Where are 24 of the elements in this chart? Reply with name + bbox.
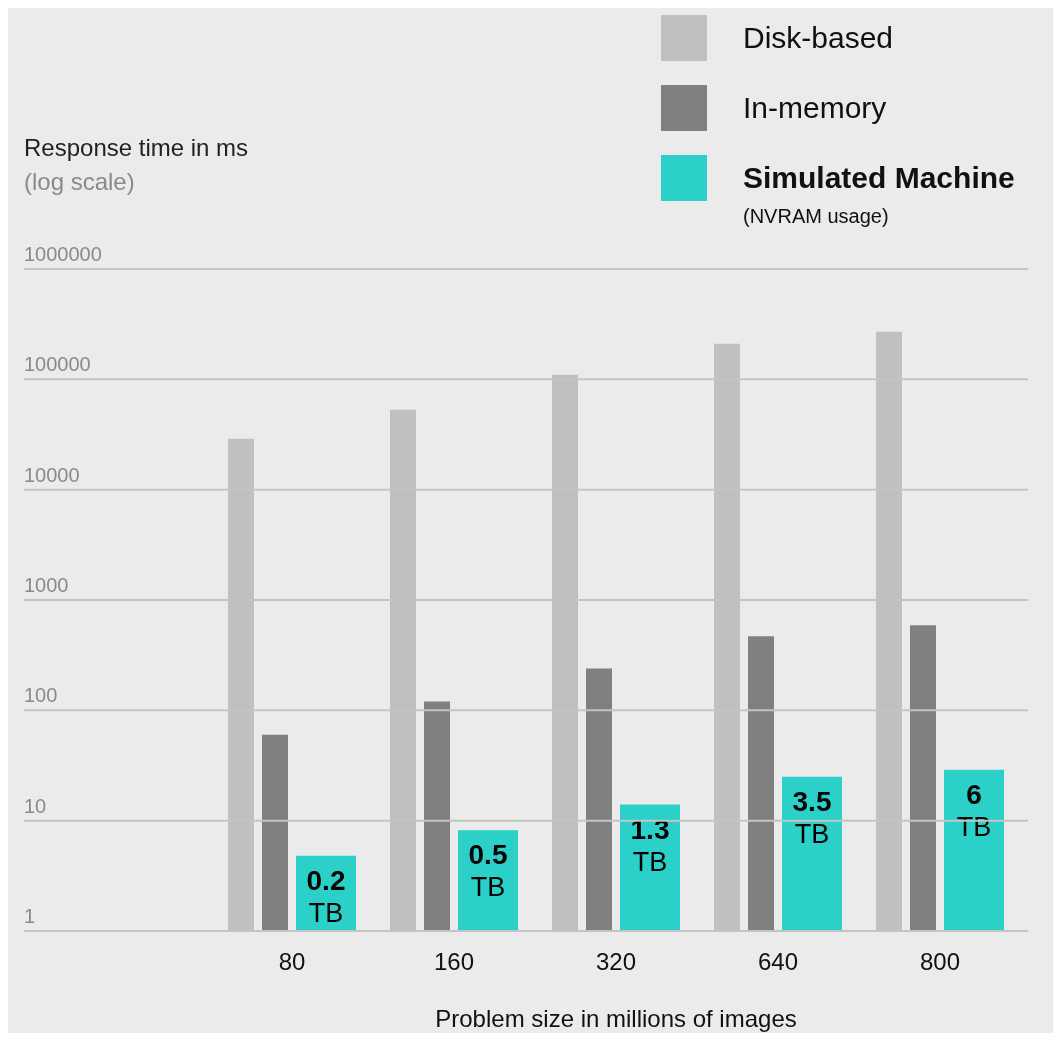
x-axis-title: Problem size in millions of images <box>435 1005 797 1032</box>
y-tick-label: 10 <box>24 794 47 817</box>
y-tick-label: 1 <box>24 905 36 927</box>
annotation: 6 TB <box>956 778 992 842</box>
x-tick-label: 800 <box>919 948 961 976</box>
x-tick-label: 320 <box>595 948 637 976</box>
annotation: 0.2 TB <box>306 864 346 928</box>
annotation: 0.5 TB <box>468 839 508 903</box>
x-tick-label: 640 <box>757 948 799 976</box>
y-tick-label: 100000 <box>24 353 91 376</box>
text: (NVRAM usage) <box>743 205 889 228</box>
y-tick-label: 1000000 <box>24 243 102 265</box>
y-axis-title: Response time in ms <box>24 134 249 161</box>
legend-label: Simulated Machine <box>743 161 1015 195</box>
legend-label: In-memory <box>743 91 887 125</box>
annotation: 1.3 TB <box>630 813 670 877</box>
y-tick-label: 1000 <box>24 574 69 596</box>
legend-label: Disk-based <box>743 21 894 55</box>
annotation: 3.5 TB <box>792 785 832 849</box>
x-tick-label: 160 <box>433 948 475 976</box>
text: (log scale) <box>24 168 136 196</box>
y-tick-label: 10000 <box>24 463 80 486</box>
y-tick-label: 100 <box>24 684 58 707</box>
x-tick-label: 80 <box>278 948 306 976</box>
